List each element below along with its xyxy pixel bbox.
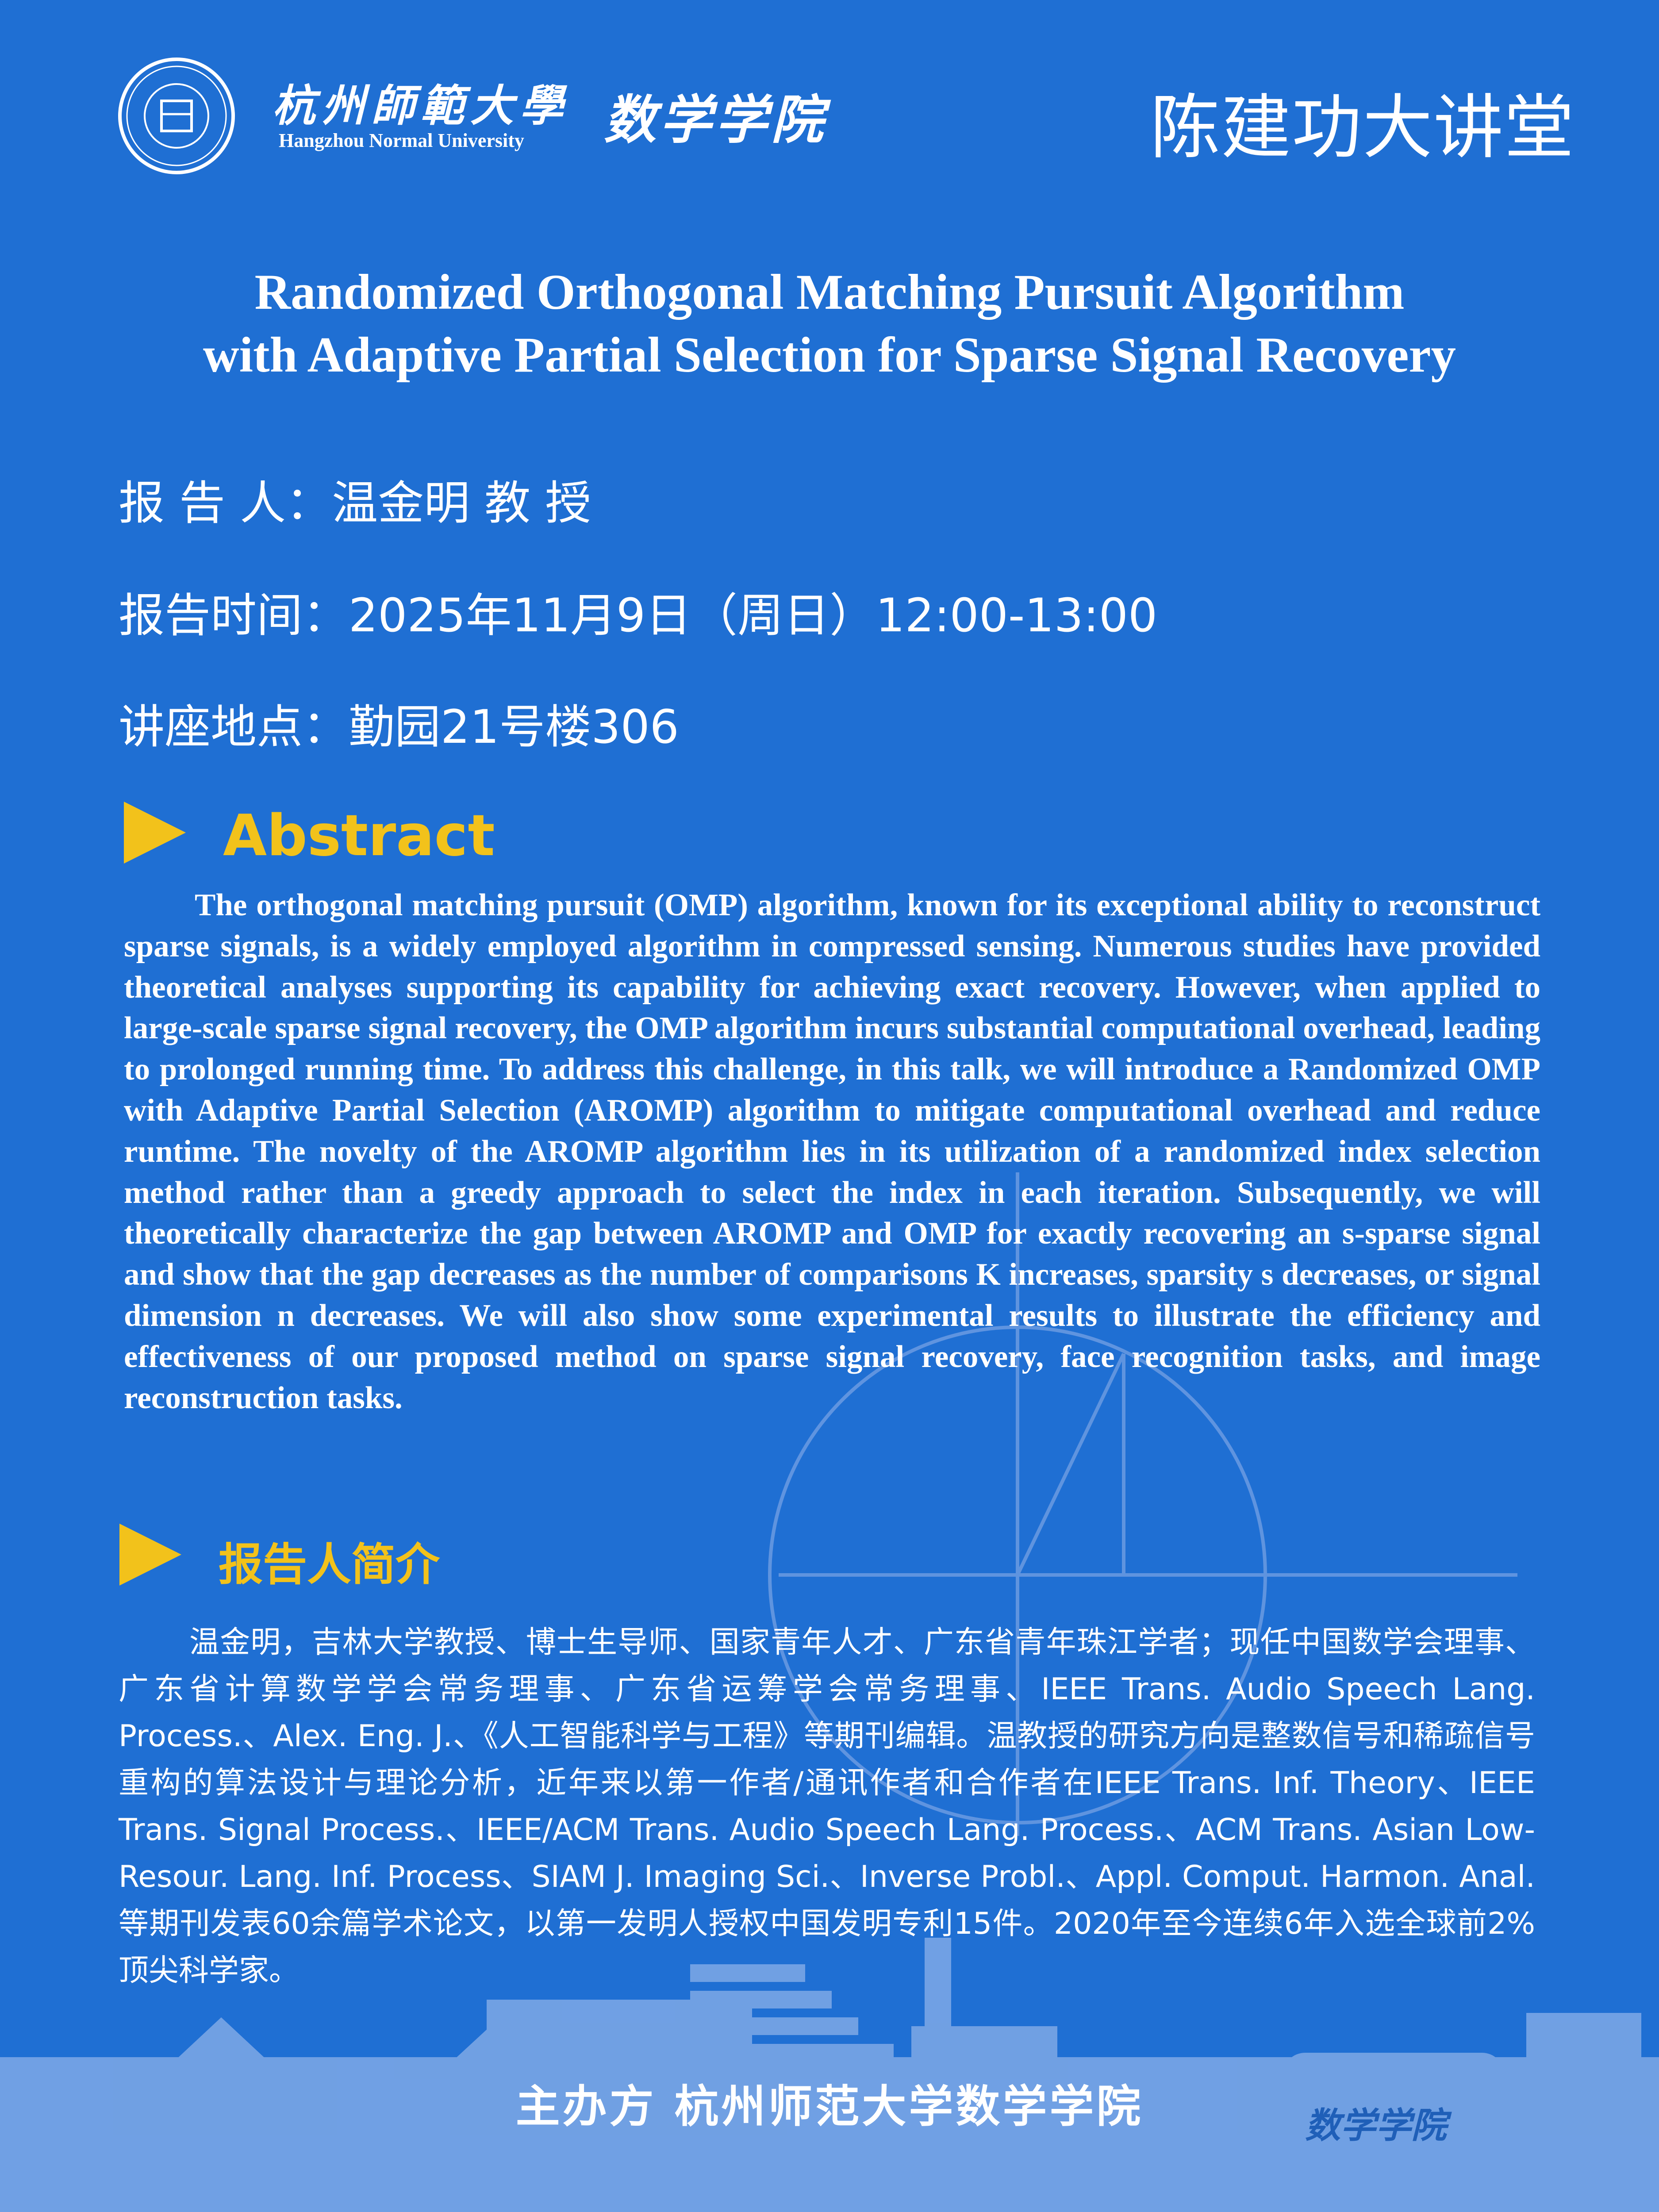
talk-title-line-1: Randomized Orthogonal Matching Pursuit A… <box>254 265 1405 320</box>
speaker-info: 报 告 人：温金明 教 授 <box>119 476 591 530</box>
university-seal-logo <box>117 57 236 175</box>
abstract-triangle-icon <box>124 802 190 866</box>
school-name: 数学学院 <box>604 89 827 150</box>
time-info: 报告时间：2025年11月9日（周日）12:00-13:00 <box>119 588 1158 642</box>
talk-title: Randomized Orthogonal Matching Pursuit A… <box>0 261 1659 387</box>
university-name-cn: 杭州師範大學 <box>272 81 570 131</box>
bio-text: 温金明，吉林大学教授、博士生导师、国家青年人才、广东省青年珠江学者；现任中国数学… <box>119 1625 1535 1988</box>
abstract-text: The orthogonal matching pursuit (OMP) al… <box>124 888 1540 1415</box>
talk-title-line-2: with Adaptive Partial Selection for Spar… <box>203 327 1456 383</box>
venue-info: 讲座地点：勤园21号楼306 <box>119 700 679 754</box>
bio-heading: 报告人简介 <box>219 1539 440 1590</box>
university-name-en: Hangzhou Normal University <box>279 130 524 151</box>
school-watermark: 数学学院 <box>1305 2105 1447 2146</box>
lecture-series-title: 陈建功大讲堂 <box>1150 87 1575 169</box>
host-organizer: 主办方 杭州师范大学数学学院 <box>515 2081 1144 2132</box>
bio-triangle-icon <box>119 1524 186 1588</box>
abstract-heading: Abstract <box>223 803 495 869</box>
university-seal-icon <box>118 58 235 174</box>
